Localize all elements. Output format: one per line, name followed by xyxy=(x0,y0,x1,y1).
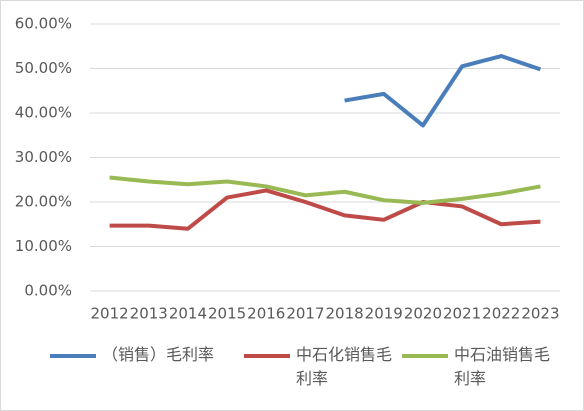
y-tick-label: 30.00% xyxy=(15,148,72,166)
x-tick-label: 2018 xyxy=(325,305,363,323)
x-tick-label: 2016 xyxy=(247,305,285,323)
legend-item: （销售）毛利率 xyxy=(50,343,214,367)
x-tick-label: 2013 xyxy=(130,305,168,323)
y-tick-label: 10.00% xyxy=(15,237,72,255)
x-tick-label: 2023 xyxy=(521,305,559,323)
series-line xyxy=(344,54,542,128)
x-tick-label: 2019 xyxy=(365,305,403,323)
y-tick-label: 50.00% xyxy=(15,59,72,77)
y-tick-label: 40.00% xyxy=(15,104,72,122)
legend-label: 中石化销售毛利率 xyxy=(296,345,393,388)
x-tick-label: 2014 xyxy=(169,305,207,323)
x-tick-label: 2017 xyxy=(286,305,324,323)
legend-swatch xyxy=(244,354,290,358)
x-tick-label: 2022 xyxy=(482,305,520,323)
x-tick-label: 2012 xyxy=(90,305,128,323)
x-tick-label: 2021 xyxy=(443,305,481,323)
y-tick-label: 20.00% xyxy=(15,193,72,211)
series-line xyxy=(109,188,541,231)
legend-item: 中石化销售毛利率 xyxy=(244,343,396,391)
legend-item: 中石油销售毛利率 xyxy=(402,343,554,391)
legend-label: 中石油销售毛利率 xyxy=(454,345,551,388)
legend-swatch xyxy=(50,354,96,358)
x-tick-label: 2015 xyxy=(208,305,246,323)
x-tick-label: 2020 xyxy=(404,305,442,323)
y-tick-label: 0.00% xyxy=(24,282,72,300)
legend-swatch xyxy=(402,354,448,358)
y-tick-label: 60.00% xyxy=(15,15,72,33)
series-line xyxy=(109,175,541,205)
legend-label: （销售）毛利率 xyxy=(102,345,215,364)
